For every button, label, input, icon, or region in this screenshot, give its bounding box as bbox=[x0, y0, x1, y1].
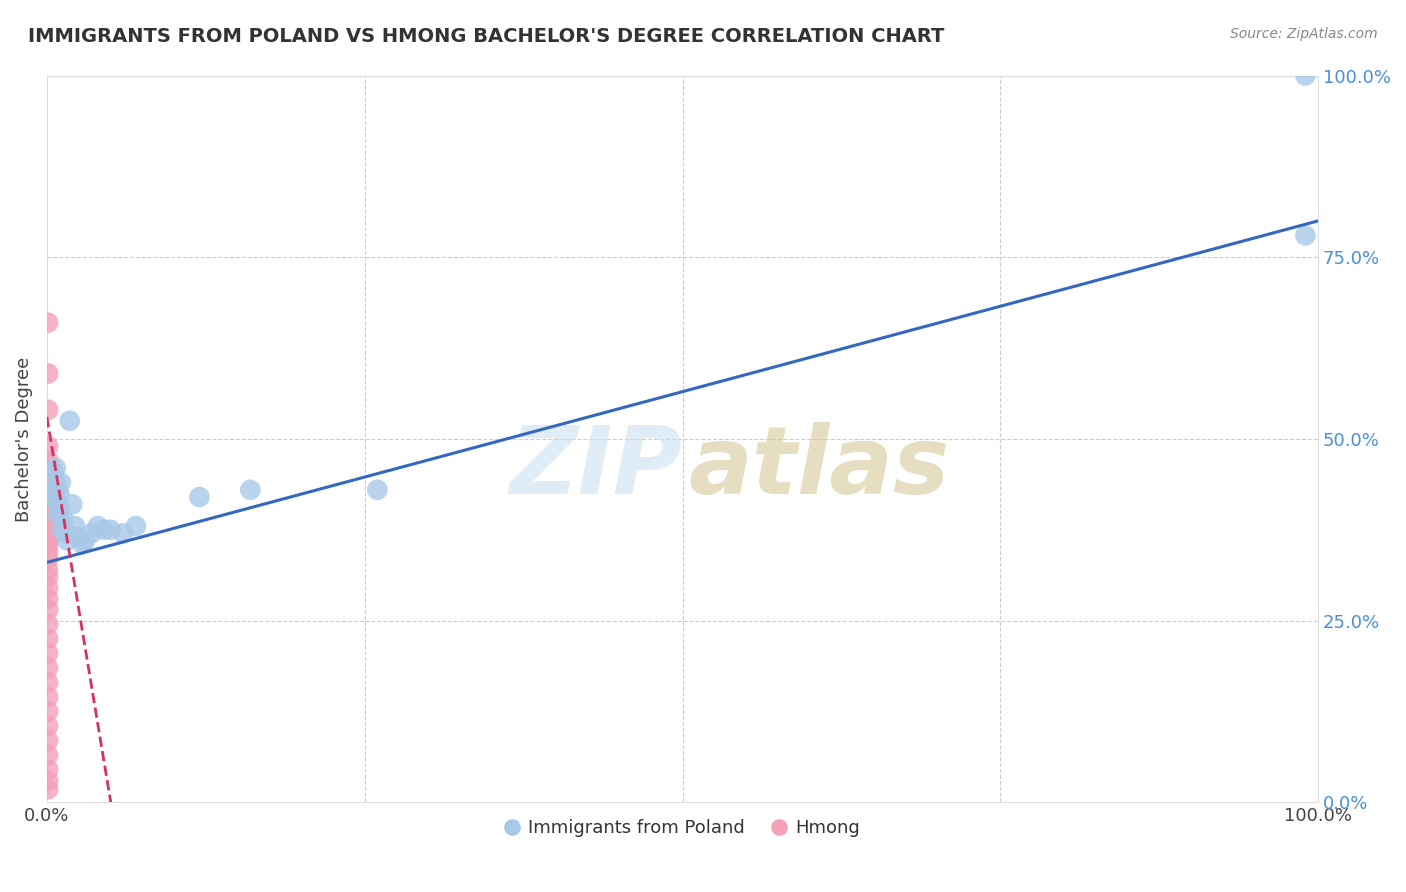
Point bbox=[44, 483, 66, 497]
Point bbox=[37, 519, 59, 533]
Point bbox=[37, 551, 59, 566]
Point bbox=[87, 519, 110, 533]
Point bbox=[46, 483, 69, 497]
Text: atlas: atlas bbox=[689, 422, 950, 514]
Point bbox=[37, 475, 59, 490]
Point bbox=[37, 505, 59, 519]
Point bbox=[39, 475, 62, 490]
Point bbox=[72, 537, 94, 551]
Point bbox=[37, 690, 59, 704]
Point bbox=[44, 472, 66, 486]
Point bbox=[37, 563, 59, 577]
Point bbox=[37, 479, 59, 493]
Point bbox=[37, 316, 59, 330]
Point bbox=[42, 465, 65, 479]
Point bbox=[52, 512, 75, 526]
Point bbox=[49, 475, 72, 490]
Point bbox=[1294, 228, 1316, 243]
Point bbox=[112, 526, 135, 541]
Point bbox=[73, 533, 96, 548]
Point bbox=[37, 581, 59, 595]
Point bbox=[51, 523, 73, 537]
Point bbox=[37, 763, 59, 777]
Point bbox=[37, 483, 59, 497]
Point bbox=[46, 493, 69, 508]
Point bbox=[37, 468, 59, 483]
Point bbox=[93, 523, 115, 537]
Point bbox=[60, 497, 83, 511]
Point bbox=[45, 461, 67, 475]
Point bbox=[48, 486, 70, 500]
Point bbox=[37, 617, 59, 632]
Y-axis label: Bachelor's Degree: Bachelor's Degree bbox=[15, 356, 32, 522]
Point bbox=[37, 773, 59, 788]
Point bbox=[45, 475, 67, 490]
Point bbox=[37, 747, 59, 762]
Point bbox=[67, 530, 90, 544]
Point bbox=[37, 675, 59, 690]
Point bbox=[48, 500, 70, 515]
Text: IMMIGRANTS FROM POLAND VS HMONG BACHELOR'S DEGREE CORRELATION CHART: IMMIGRANTS FROM POLAND VS HMONG BACHELOR… bbox=[28, 27, 945, 45]
Point bbox=[37, 782, 59, 797]
Point bbox=[37, 533, 59, 548]
Point bbox=[80, 526, 103, 541]
Point bbox=[125, 519, 148, 533]
Point bbox=[37, 646, 59, 660]
Point bbox=[42, 490, 65, 504]
Point bbox=[37, 705, 59, 719]
Point bbox=[37, 486, 59, 500]
Point bbox=[46, 508, 69, 523]
Point bbox=[37, 570, 59, 584]
Point bbox=[59, 414, 82, 428]
Point bbox=[37, 591, 59, 606]
Point bbox=[37, 500, 59, 515]
Point bbox=[37, 632, 59, 646]
Point bbox=[63, 519, 86, 533]
Point bbox=[37, 523, 59, 537]
Point bbox=[1294, 69, 1316, 83]
Point bbox=[37, 461, 59, 475]
Point bbox=[239, 483, 262, 497]
Point bbox=[37, 537, 59, 551]
Point bbox=[37, 453, 59, 467]
Point bbox=[366, 483, 388, 497]
Point bbox=[37, 402, 59, 417]
Point bbox=[37, 493, 59, 508]
Legend: Immigrants from Poland, Hmong: Immigrants from Poland, Hmong bbox=[498, 812, 868, 844]
Point bbox=[37, 512, 59, 526]
Point bbox=[56, 533, 79, 548]
Point bbox=[41, 468, 63, 483]
Point bbox=[37, 661, 59, 675]
Point bbox=[55, 526, 77, 541]
Text: Source: ZipAtlas.com: Source: ZipAtlas.com bbox=[1230, 27, 1378, 41]
Point bbox=[37, 544, 59, 558]
Point bbox=[37, 439, 59, 453]
Point bbox=[188, 490, 211, 504]
Point bbox=[37, 719, 59, 733]
Point bbox=[37, 602, 59, 616]
Point bbox=[100, 523, 122, 537]
Text: ZIP: ZIP bbox=[509, 422, 682, 514]
Point bbox=[37, 367, 59, 381]
Point bbox=[37, 733, 59, 747]
